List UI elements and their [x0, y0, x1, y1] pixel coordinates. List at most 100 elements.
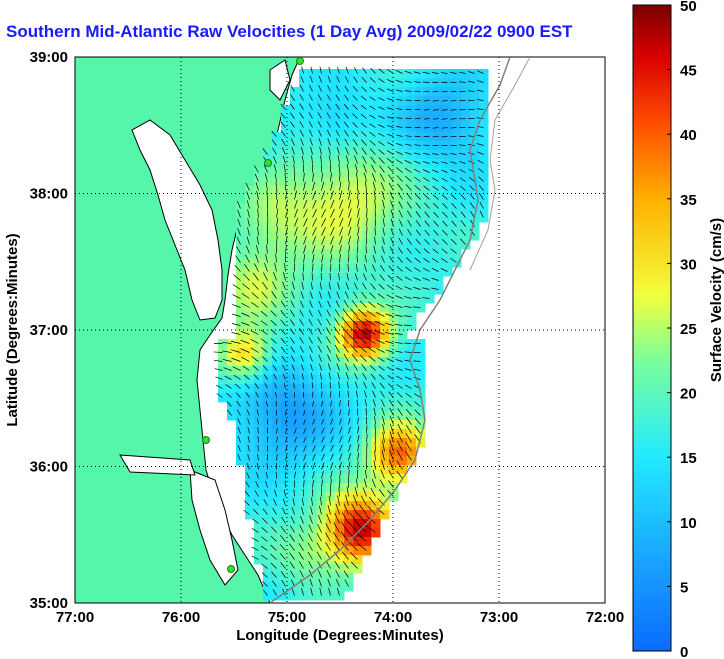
velocity-vector [236, 400, 241, 407]
radar-station-marker [264, 159, 272, 167]
velocity-cell [290, 249, 300, 259]
velocity-vector [450, 257, 457, 263]
velocity-cell [290, 510, 300, 520]
velocity-vector [294, 190, 298, 200]
velocity-vector [342, 308, 349, 317]
velocity-cell [326, 501, 336, 511]
velocity-cell [452, 87, 462, 97]
velocity-cell [299, 456, 309, 466]
velocity-cell [398, 366, 408, 376]
velocity-vector [261, 347, 268, 353]
velocity-cell [335, 564, 345, 574]
velocity-vector [251, 301, 259, 308]
velocity-vector [432, 177, 439, 182]
velocity-cell [470, 150, 480, 160]
chart-title: Southern Mid-Atlantic Raw Velocities (1 … [6, 22, 573, 41]
velocity-vector [422, 177, 430, 182]
velocity-cell [362, 114, 372, 124]
velocity-vector [293, 382, 295, 389]
velocity-vector [237, 427, 241, 434]
velocity-cell [263, 303, 273, 313]
velocity-cell [290, 141, 300, 151]
velocity-vector [388, 391, 394, 398]
velocity-cell [317, 537, 327, 547]
velocity-vector [254, 173, 259, 182]
velocity-vector [397, 400, 403, 407]
velocity-cell [398, 249, 408, 259]
velocity-vector [470, 211, 475, 218]
velocity-vector [321, 227, 326, 236]
velocity-cell [434, 249, 444, 259]
velocity-cell [290, 339, 300, 349]
velocity-vector [440, 267, 448, 272]
velocity-vector [243, 509, 250, 515]
velocity-cell [326, 114, 336, 124]
velocity-vector [396, 392, 403, 398]
velocity-cell [398, 114, 408, 124]
velocity-vector [339, 436, 343, 443]
velocity-vector [308, 94, 313, 101]
velocity-cell [371, 150, 381, 160]
velocity-vector [282, 364, 286, 371]
velocity-vector [348, 417, 351, 425]
velocity-cell [452, 213, 462, 223]
velocity-cell [290, 132, 300, 142]
velocity-cell [335, 123, 345, 133]
velocity-cell [389, 249, 399, 259]
velocity-vector [242, 283, 250, 290]
velocity-vector [364, 254, 367, 263]
velocity-cell [281, 591, 291, 601]
velocity-vector [370, 156, 376, 164]
velocity-cell [290, 114, 300, 124]
velocity-cell [425, 150, 435, 160]
velocity-cell [308, 384, 318, 394]
velocity-cell [254, 384, 264, 394]
velocity-cell [353, 375, 363, 385]
velocity-cell [317, 393, 327, 403]
velocity-cell [398, 177, 408, 187]
velocity-cell [389, 474, 399, 484]
velocity-cell [425, 195, 435, 205]
velocity-cell [263, 429, 273, 439]
velocity-cell [380, 384, 390, 394]
velocity-cell [389, 195, 399, 205]
velocity-cell [362, 87, 372, 97]
velocity-vector [346, 163, 349, 173]
velocity-cell [389, 447, 399, 457]
velocity-cell [263, 276, 273, 286]
velocity-vector [479, 210, 484, 218]
velocity-cell [326, 132, 336, 142]
velocity-cell [380, 141, 390, 151]
velocity-cell [335, 393, 345, 403]
velocity-cell [317, 249, 327, 259]
velocity-cell [344, 213, 354, 223]
velocity-vector [423, 193, 430, 200]
velocity-cell [308, 276, 318, 286]
velocity-cell [335, 159, 345, 169]
velocity-vector [266, 244, 268, 254]
velocity-cell [245, 402, 255, 412]
velocity-cell [308, 123, 318, 133]
velocity-cell [326, 105, 336, 115]
velocity-vector [257, 208, 259, 218]
velocity-vector [284, 263, 286, 272]
velocity-cell [452, 168, 462, 178]
velocity-cell [317, 276, 327, 286]
velocity-vector [348, 435, 352, 443]
velocity-cell [326, 186, 336, 196]
velocity-vector [348, 444, 352, 452]
velocity-vector [477, 80, 484, 83]
velocity-vector [290, 300, 295, 308]
velocity-cell [371, 393, 381, 403]
velocity-vector [319, 146, 322, 155]
velocity-cell [452, 240, 462, 250]
velocity-cell [371, 492, 381, 502]
velocity-vector [372, 254, 376, 263]
velocity-cell [362, 168, 372, 178]
velocity-vector [342, 344, 349, 353]
velocity-vector [380, 264, 385, 272]
velocity-cell [362, 258, 372, 268]
velocity-cell [254, 204, 264, 214]
velocity-cell [470, 96, 480, 106]
velocity-vector [380, 399, 385, 407]
